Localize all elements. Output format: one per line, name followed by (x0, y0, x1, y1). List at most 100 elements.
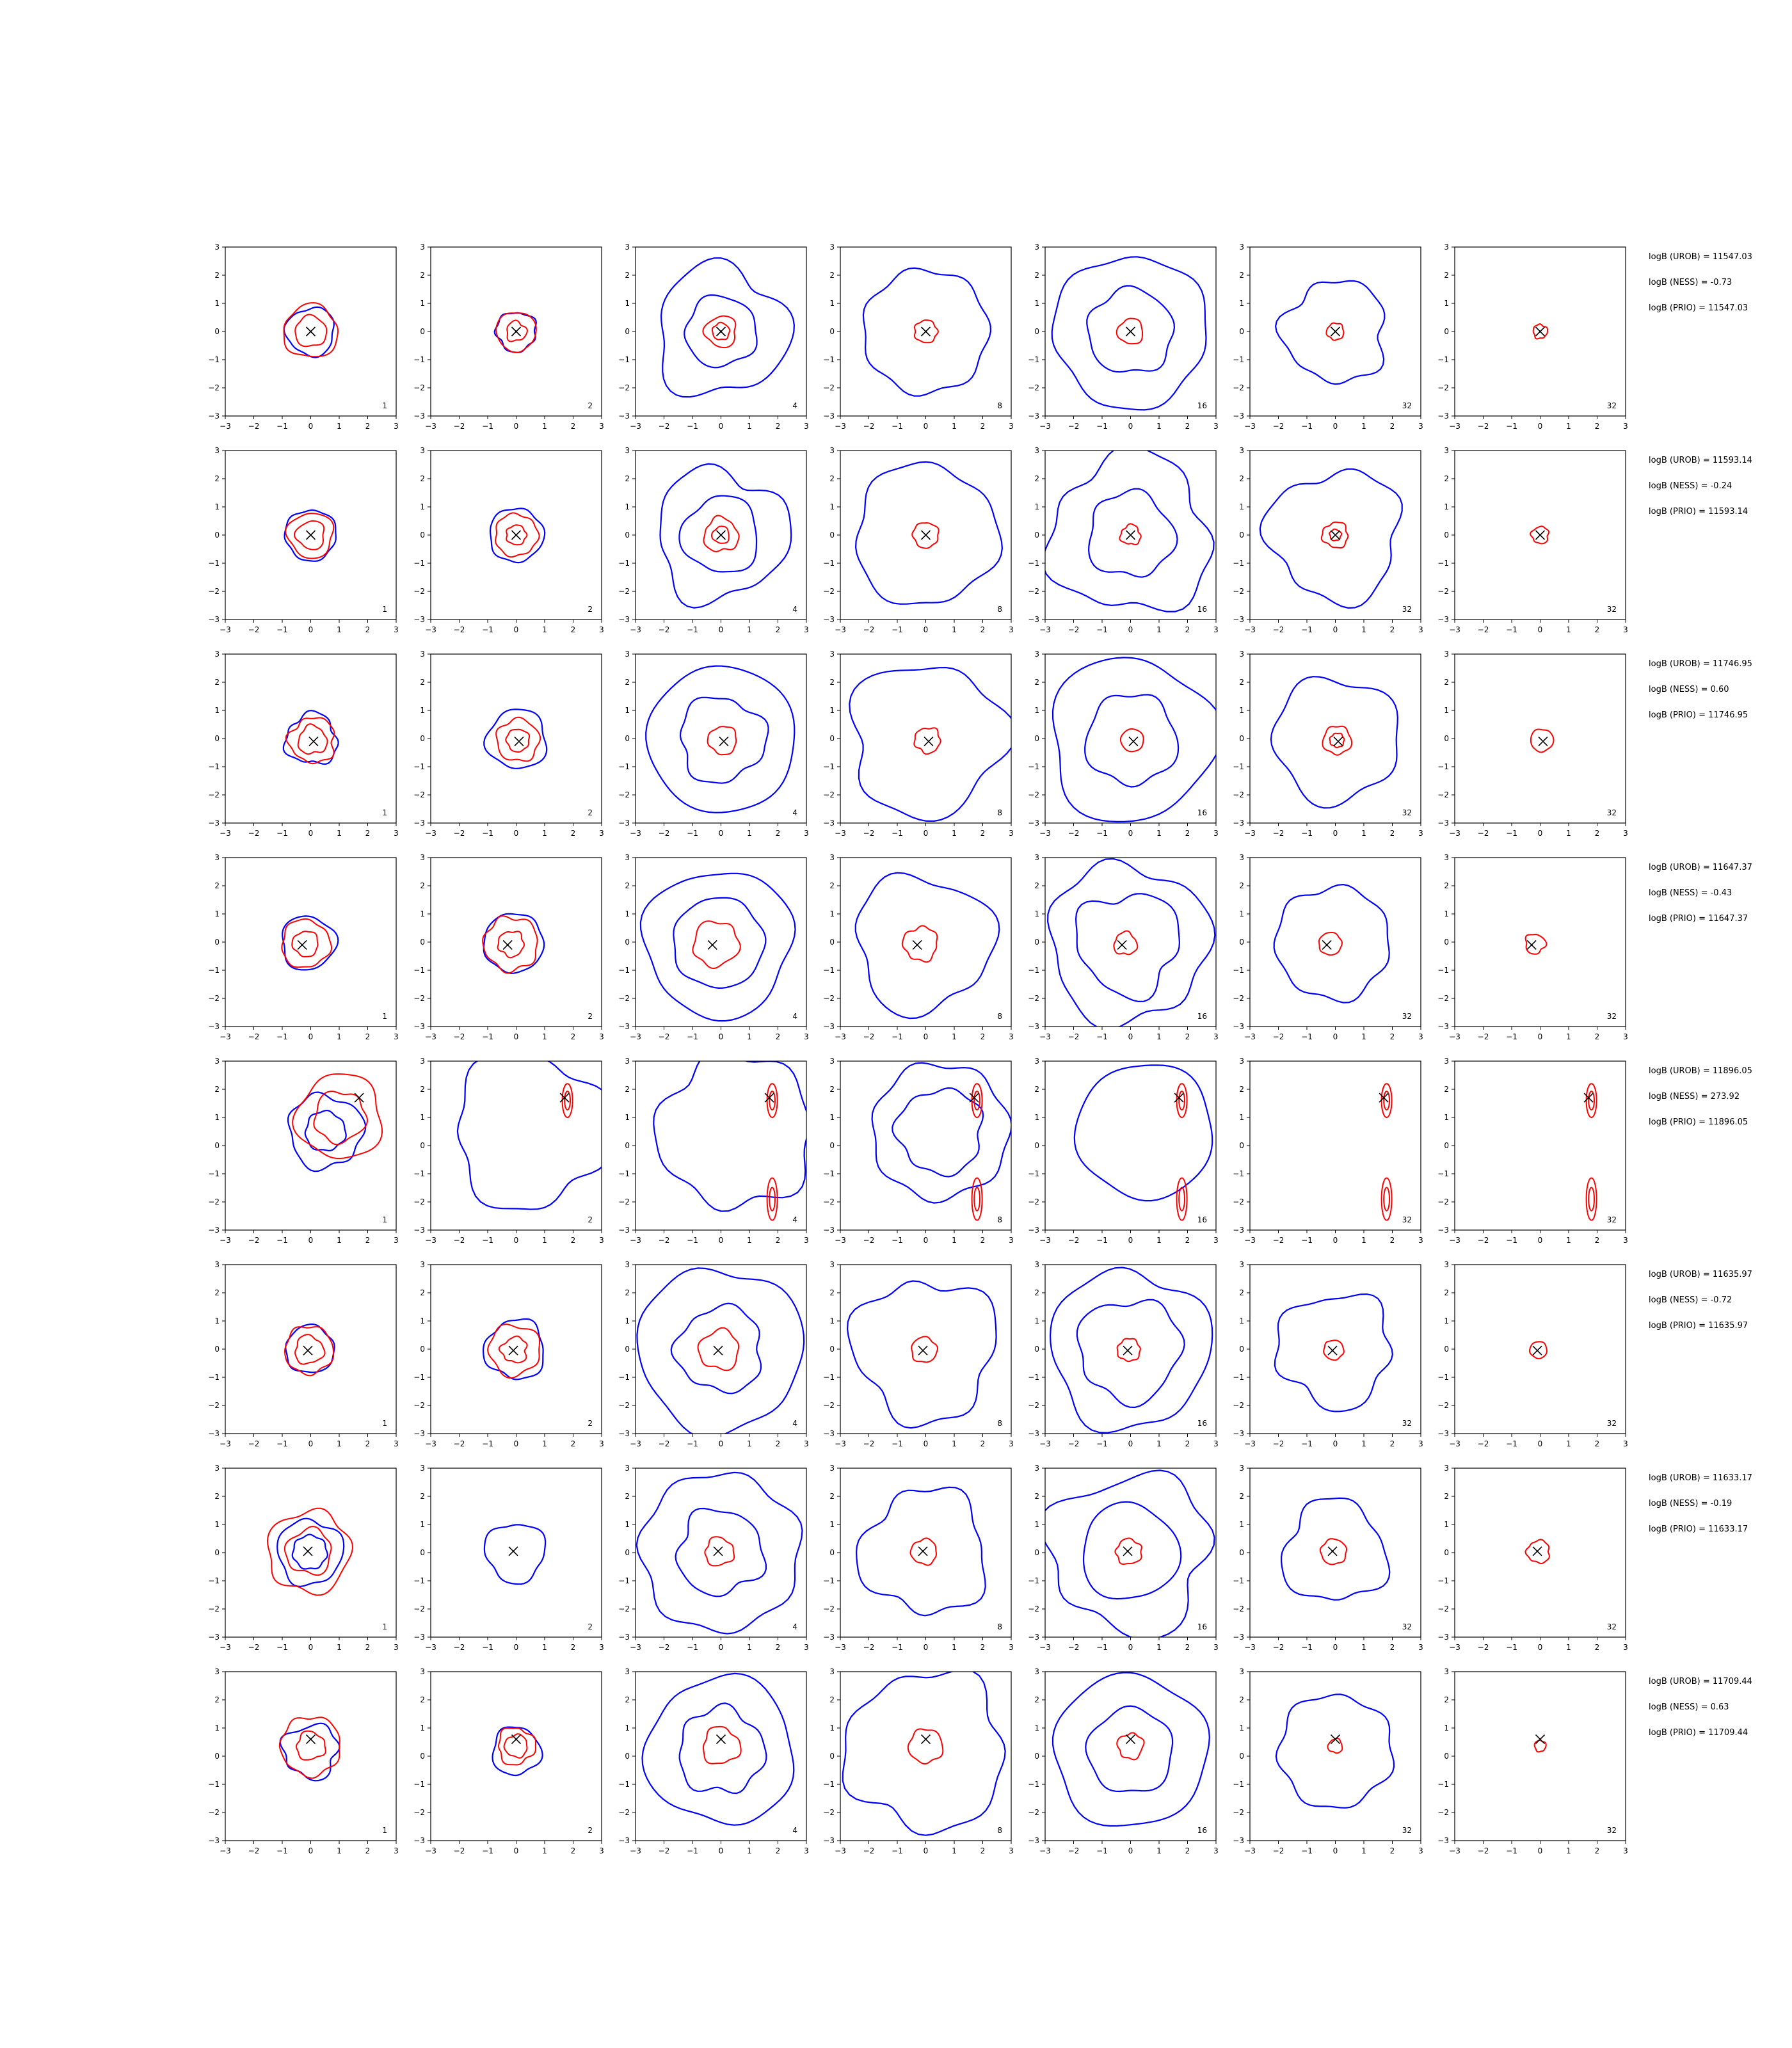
x-tick-label: −1 (1096, 829, 1108, 838)
true-value-marker (1379, 1092, 1389, 1103)
x-tick-label: −3 (220, 1032, 231, 1041)
subplot-r7-c5: −3−3 −2 −2 −1 −1 0 0 1 1 2 2 3 3 16 (1028, 1464, 1219, 1652)
y-tick-label: 0 (420, 1752, 425, 1761)
subplot-r3-c3: −3−3 −2 −2 −1 −1 0 0 1 1 2 2 3 3 4 (618, 650, 809, 838)
x-tick-label: −1 (892, 829, 903, 838)
stat-line: logB (NESS) = -0.73 (1649, 278, 1732, 287)
panel-label: 8 (997, 1012, 1002, 1021)
x-tick-label: −2 (454, 1032, 465, 1041)
x-tick-label: −3 (1244, 1439, 1256, 1448)
red-contour (1585, 1177, 1597, 1221)
y-tick-label: 1 (420, 706, 425, 715)
x-tick-label: 3 (804, 829, 809, 838)
x-tick-label: 0 (924, 625, 929, 634)
plot-area (1270, 676, 1398, 809)
y-tick-label: 3 (1239, 1260, 1244, 1269)
red-contour (1380, 1177, 1393, 1221)
plot-area (1275, 1693, 1395, 1809)
y-tick-label: 2 (1034, 1085, 1039, 1094)
subplot-r4-c6: −3−3 −2 −2 −1 −1 0 0 1 1 2 2 3 3 32 (1233, 853, 1423, 1041)
x-tick-label: 2 (1595, 422, 1600, 431)
y-tick-label: −2 (1437, 1808, 1449, 1817)
red-contour (487, 1324, 541, 1379)
true-value-marker (1535, 326, 1546, 337)
y-tick-label: 0 (214, 1752, 220, 1761)
y-tick-label: −2 (413, 1401, 425, 1410)
x-tick-label: −1 (1096, 1236, 1108, 1245)
y-tick-label: −2 (1437, 790, 1449, 799)
x-tick-label: 0 (514, 1643, 519, 1652)
y-tick-label: −2 (823, 1197, 835, 1206)
panel-label: 2 (588, 401, 593, 410)
x-tick-label: −3 (835, 625, 846, 634)
x-tick-label: 0 (719, 829, 724, 838)
x-tick-label: 3 (599, 1439, 604, 1448)
x-tick-label: 2 (1595, 625, 1600, 634)
x-tick-label: 2 (776, 1439, 781, 1448)
red-contour (1383, 1091, 1391, 1111)
y-tick-label: 3 (214, 1057, 220, 1066)
x-tick-label: 1 (952, 1236, 957, 1245)
axes-frame (635, 1060, 807, 1231)
x-tick-label: 3 (1213, 1439, 1219, 1448)
x-tick-label: −1 (1301, 1236, 1313, 1245)
y-tick-label: −1 (823, 1373, 835, 1382)
axes-frame (1249, 1060, 1421, 1231)
x-tick-label: 0 (924, 422, 929, 431)
red-contour (297, 723, 328, 755)
plot-area (636, 1267, 805, 1434)
plot-area (636, 1471, 803, 1635)
x-tick-label: −2 (659, 1236, 670, 1245)
x-tick-label: 1 (1361, 422, 1366, 431)
x-tick-label: 2 (776, 829, 781, 838)
y-tick-label: 3 (214, 1464, 220, 1473)
blue-contour (862, 267, 992, 397)
plot-area (1532, 323, 1548, 340)
y-tick-label: −1 (208, 1373, 220, 1382)
y-tick-label: −2 (413, 383, 425, 392)
true-value-marker (514, 736, 524, 746)
stat-line: logB (NESS) = 0.63 (1649, 1702, 1729, 1712)
x-tick-label: 1 (542, 1236, 547, 1245)
panel-label: 32 (1607, 1622, 1617, 1631)
red-contour (1176, 1177, 1188, 1221)
plot-area (1073, 1064, 1213, 1221)
y-tick-label: 0 (1239, 531, 1244, 540)
y-tick-label: 0 (214, 531, 220, 540)
y-tick-label: 0 (1239, 1141, 1244, 1150)
y-tick-label: −1 (1437, 1780, 1449, 1789)
x-tick-label: −2 (863, 1643, 875, 1652)
y-tick-label: 3 (1444, 1464, 1449, 1473)
red-contour (973, 1091, 981, 1111)
y-tick-label: 3 (829, 1667, 835, 1676)
x-tick-label: −3 (630, 625, 641, 634)
x-tick-label: −3 (220, 422, 231, 431)
panel-label: 32 (1402, 401, 1412, 410)
x-tick-label: −2 (1273, 625, 1284, 634)
y-tick-label: 1 (214, 1113, 220, 1122)
y-tick-label: −1 (1028, 966, 1039, 975)
stat-line: logB (NESS) = -0.72 (1649, 1295, 1732, 1305)
y-tick-label: −3 (1028, 1226, 1039, 1235)
plot-area (1052, 657, 1216, 823)
y-tick-label: 1 (625, 299, 630, 308)
plot-area (1259, 468, 1403, 609)
y-tick-label: −3 (208, 412, 220, 420)
y-tick-label: −2 (1028, 587, 1039, 596)
x-tick-label: 0 (308, 829, 314, 838)
stat-line: logB (NESS) = -0.19 (1649, 1499, 1732, 1508)
y-tick-label: 0 (625, 327, 630, 336)
x-tick-label: −1 (687, 1236, 698, 1245)
y-tick-label: 2 (829, 1492, 835, 1501)
x-tick-label: 3 (1623, 625, 1628, 634)
red-contour (294, 1334, 326, 1365)
x-tick-label: 0 (1128, 625, 1133, 634)
y-tick-label: 3 (625, 853, 630, 862)
x-tick-label: 3 (394, 1439, 399, 1448)
blue-contour (1052, 657, 1216, 823)
x-tick-label: 0 (1538, 1236, 1543, 1245)
x-tick-label: 3 (1623, 1236, 1628, 1245)
y-tick-label: 2 (625, 1695, 630, 1704)
plot-area (1530, 525, 1550, 545)
x-tick-label: −3 (1244, 1643, 1256, 1652)
